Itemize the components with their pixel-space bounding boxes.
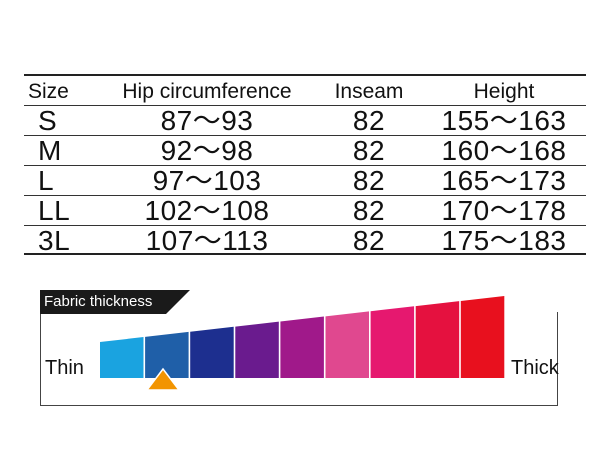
selected-thickness-marker	[145, 367, 181, 391]
hip-cell: 107～113	[145, 225, 269, 256]
header-size: Size	[28, 80, 69, 103]
table-top-rule	[24, 74, 586, 76]
table-row: L 97～103 82 165～173	[24, 166, 586, 196]
height-cell: 165～173	[441, 165, 567, 196]
hip-cell: 97～103	[152, 165, 262, 196]
inseam-cell: 82	[352, 165, 386, 196]
height-cell: 175～183	[441, 225, 567, 256]
inseam-cell: 82	[352, 135, 386, 166]
thickness-title-tag: Fabric thickness	[40, 290, 190, 314]
thickness-level-6	[325, 311, 369, 378]
hip-cell: 102～108	[144, 195, 270, 226]
header-hip: Hip circumference	[122, 80, 292, 103]
row-divider	[24, 105, 586, 106]
row-divider	[24, 225, 586, 226]
thickness-level-9	[460, 296, 505, 378]
size-cell: M	[38, 135, 62, 166]
title-tag-shape	[40, 290, 190, 314]
height-cell: 160～168	[441, 135, 567, 166]
table-header-row: Size Hip circumference Inseam Height	[24, 76, 586, 106]
thin-label: Thin	[45, 357, 84, 379]
table-bottom-rule	[24, 253, 586, 255]
table-row: LL 102～108 82 170～178	[24, 196, 586, 226]
inseam-cell: 82	[352, 195, 386, 226]
inseam-cell: 82	[352, 105, 386, 136]
row-divider	[24, 165, 586, 166]
row-divider	[24, 195, 586, 196]
size-cell: 3L	[38, 225, 71, 256]
height-cell: 155～163	[441, 105, 567, 136]
inseam-cell: 82	[352, 225, 386, 256]
thickness-level-5	[280, 316, 324, 378]
hip-cell: 92～98	[160, 135, 254, 166]
thickness-title: Fabric thickness	[44, 293, 153, 310]
header-height: Height	[473, 80, 535, 103]
header-inseam: Inseam	[334, 80, 404, 103]
row-divider	[24, 135, 586, 136]
thickness-level-1	[100, 337, 144, 378]
thickness-level-8	[415, 301, 460, 378]
height-cell: 170～178	[441, 195, 567, 226]
thickness-level-2	[145, 331, 189, 378]
table-row: M 92～98 82 160～168	[24, 136, 586, 166]
size-cell: LL	[38, 195, 71, 226]
size-cell: S	[38, 105, 58, 136]
size-cell: L	[38, 165, 55, 196]
thickness-level-4	[235, 321, 279, 378]
thickness-level-7	[370, 306, 415, 378]
thickness-frame	[40, 312, 558, 406]
thick-label: Thick	[511, 357, 559, 379]
thickness-level-3	[190, 326, 234, 378]
table-row: 3L 107～113 82 175～183	[24, 226, 586, 256]
table-row: S 87～93 82 155～163	[24, 106, 586, 136]
hip-cell: 87～93	[160, 105, 254, 136]
